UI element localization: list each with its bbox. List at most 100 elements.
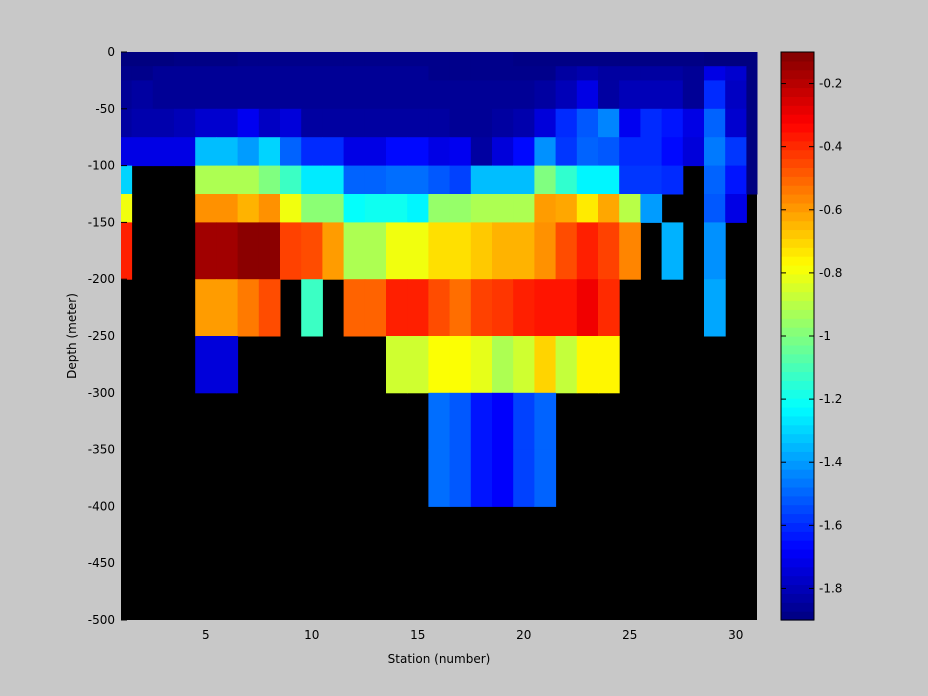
heatmap-cell [386,165,408,195]
heatmap-cell [428,194,451,223]
heatmap-cell [428,392,451,451]
colorbar-swatch [781,433,814,444]
heatmap-cell [216,279,239,337]
heatmap-cell [534,194,557,223]
heatmap-cell [237,52,260,67]
colorbar-swatch [781,575,814,586]
heatmap-cell [216,137,239,167]
heatmap-cell [492,108,514,138]
heatmap-cell [513,52,535,67]
heatmap-cell [534,165,557,195]
colorbar-swatch [781,318,814,328]
heatmap-cell [682,66,705,81]
heatmap-cell [661,108,684,138]
heatmap-cell [449,108,472,138]
heatmap-cell [364,137,387,167]
heatmap-cell [470,137,493,167]
heatmap-cell [174,137,196,167]
colorbar-swatch [781,549,814,559]
colorbar-swatch [781,158,814,168]
heatmap-cell [640,137,663,167]
colorbar-swatch [781,185,814,195]
colorbar-swatch [781,229,814,239]
heatmap-cell [301,66,323,81]
heatmap-cell [576,336,599,394]
heatmap-cell [746,108,758,138]
colorbar-swatch [781,371,814,381]
y-tick-label: -250 [88,329,115,343]
heatmap-cell [534,108,557,138]
colorbar-swatch [781,114,814,124]
heatmap-cell [280,80,302,110]
heatmap-cell [407,165,429,195]
heatmap-cell [301,52,323,67]
heatmap-cell [725,108,747,138]
heatmap-cell [258,194,281,223]
heatmap-cell [513,108,535,138]
colorbar-tick-label: -0.8 [819,266,842,280]
heatmap-cell [121,222,133,280]
heatmap-cell [576,279,599,337]
colorbar-swatch [781,407,814,417]
colorbar-swatch [781,362,814,373]
heatmap-cell [407,222,429,280]
heatmap-cell [576,66,599,81]
heatmap-cell [195,80,217,110]
heatmap-cell [195,194,217,223]
heatmap-cell [598,66,620,81]
heatmap-cell [121,194,133,223]
heatmap-cell [470,279,493,337]
heatmap-cell [746,165,758,195]
heatmap-cell [492,80,514,110]
heatmap-cell [322,194,345,223]
heatmap-cell [174,108,196,138]
heatmap-cell [725,165,747,195]
heatmap-cell [449,165,472,195]
heatmap-cell [470,165,493,195]
heatmap-cell [386,52,408,67]
colorbar-swatch [781,282,814,293]
heatmap-cell [746,80,758,110]
heatmap-cell [131,52,154,67]
heatmap-cell [449,449,472,507]
heatmap-cell [258,80,281,110]
heatmap-cell [619,165,641,195]
heatmap-cell [322,165,345,195]
colorbar-swatch [781,247,814,257]
heatmap-cell [555,279,578,337]
heatmap-cell [174,80,196,110]
heatmap-cell [513,449,535,507]
colorbar-swatch [781,309,814,319]
heatmap-cell [534,279,557,337]
heatmap-cell [555,137,578,167]
colorbar-swatch [781,486,814,497]
heatmap-cell [343,222,366,280]
heatmap-cell [704,80,726,110]
colorbar: -0.2 -0.4 -0.6 -0.8 -1 -1.2 -1.4 -1.6 -1.8 [780,51,842,621]
heatmap-cell [704,108,726,138]
colorbar-swatch [781,194,814,204]
heatmap-cell [216,108,239,138]
colorbar-swatch [781,105,814,115]
heatmap-cell [470,194,493,223]
heatmap-cell [343,80,366,110]
heatmap-cell [121,52,133,67]
x-tick-label: 25 [622,628,637,642]
heatmap-cell [555,80,578,110]
heatmap-cell [704,52,726,67]
heatmap-cell [513,279,535,337]
heatmap-cell [322,108,345,138]
heatmap-cell [428,336,451,394]
colorbar-swatch [781,78,814,89]
heatmap-cell [152,66,175,81]
heatmap-cell [364,108,387,138]
heatmap-cell [449,52,472,67]
heatmap-cell [598,80,620,110]
heatmap-cell [746,137,758,167]
heatmap-cell [492,194,514,223]
heatmap-cell [492,66,514,81]
heatmap-cell [386,66,408,81]
heatmap-cell [237,279,260,337]
heatmap-cell [364,80,387,110]
